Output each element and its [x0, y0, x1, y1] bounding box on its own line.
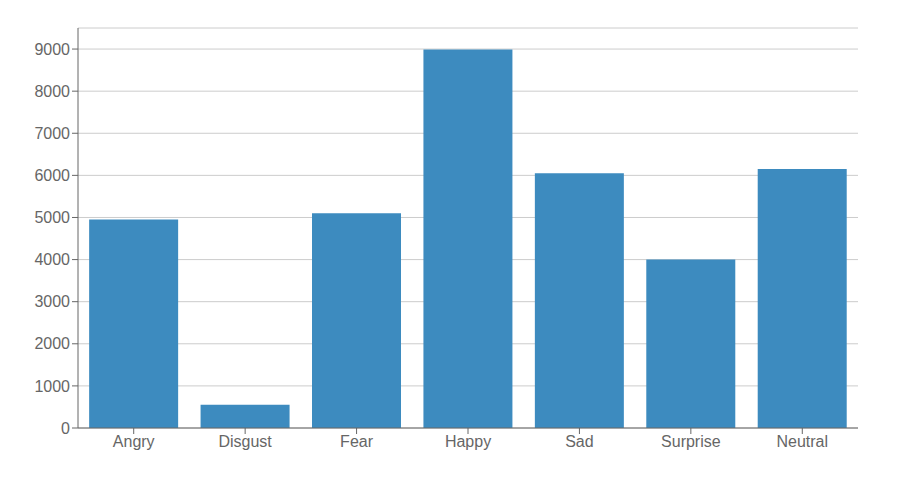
svg-text:Angry: Angry	[113, 433, 155, 450]
svg-text:1000: 1000	[34, 378, 70, 395]
svg-text:0: 0	[61, 420, 70, 437]
svg-text:9000: 9000	[34, 41, 70, 58]
svg-text:Happy: Happy	[445, 433, 491, 450]
svg-text:3000: 3000	[34, 293, 70, 310]
svg-text:7000: 7000	[34, 125, 70, 142]
svg-text:4000: 4000	[34, 251, 70, 268]
svg-text:Neutral: Neutral	[776, 433, 828, 450]
svg-text:Sad: Sad	[565, 433, 593, 450]
svg-text:Surprise: Surprise	[661, 433, 721, 450]
svg-text:2000: 2000	[34, 335, 70, 352]
svg-text:Fear: Fear	[340, 433, 374, 450]
svg-text:5000: 5000	[34, 209, 70, 226]
svg-text:8000: 8000	[34, 83, 70, 100]
svg-text:6000: 6000	[34, 167, 70, 184]
svg-text:Disgust: Disgust	[218, 433, 272, 450]
